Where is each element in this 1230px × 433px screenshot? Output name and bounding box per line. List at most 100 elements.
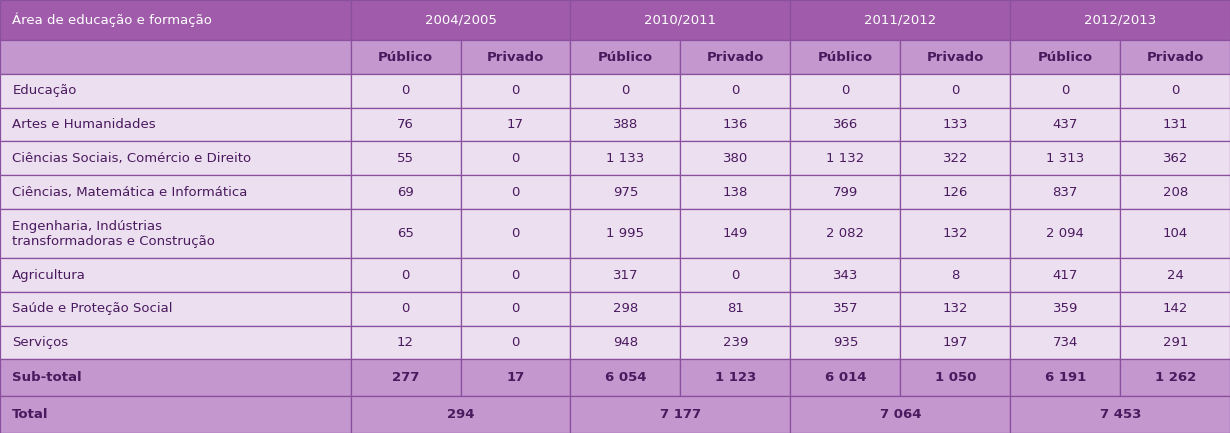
Text: Privado: Privado	[487, 51, 544, 64]
Bar	[460, 142, 571, 175]
Bar	[791, 74, 900, 108]
Text: 17: 17	[507, 371, 525, 384]
Bar	[1010, 108, 1121, 142]
Text: 357: 357	[833, 302, 859, 315]
Text: Sub-total: Sub-total	[12, 371, 82, 384]
Text: Saúde e Proteção Social: Saúde e Proteção Social	[12, 302, 172, 315]
Bar	[791, 40, 900, 74]
Bar	[900, 74, 1010, 108]
Bar	[351, 258, 460, 292]
Bar	[1010, 142, 1121, 175]
Bar	[460, 359, 571, 396]
Text: 7 177: 7 177	[659, 408, 701, 421]
Text: 0: 0	[1171, 84, 1180, 97]
Bar	[680, 74, 791, 108]
Bar	[791, 142, 900, 175]
Bar	[1121, 292, 1230, 326]
Bar	[791, 175, 900, 209]
Text: 24: 24	[1167, 268, 1183, 281]
Bar	[1121, 359, 1230, 396]
Bar	[680, 359, 791, 396]
Bar	[900, 292, 1010, 326]
Bar	[0, 108, 351, 142]
Bar	[680, 258, 791, 292]
Bar	[0, 0, 351, 40]
Text: 0: 0	[512, 185, 520, 198]
Bar	[0, 40, 351, 74]
Bar	[1010, 292, 1121, 326]
Bar	[1010, 0, 1230, 40]
Bar	[460, 40, 571, 74]
Bar	[791, 108, 900, 142]
Text: 0: 0	[512, 336, 520, 349]
Text: 388: 388	[613, 118, 638, 131]
Bar	[1121, 209, 1230, 258]
Text: 0: 0	[1061, 84, 1070, 97]
Bar	[791, 326, 900, 359]
Text: 0: 0	[731, 268, 739, 281]
Bar	[0, 74, 351, 108]
Text: Área de educação e formação: Área de educação e formação	[12, 13, 213, 27]
Text: Privado: Privado	[1146, 51, 1204, 64]
Text: 1 132: 1 132	[827, 152, 865, 165]
Text: Ciências Sociais, Comércio e Direito: Ciências Sociais, Comércio e Direito	[12, 152, 251, 165]
Text: 2 082: 2 082	[827, 227, 865, 240]
Text: 0: 0	[512, 84, 520, 97]
Bar	[680, 209, 791, 258]
Text: 2011/2012: 2011/2012	[865, 14, 936, 27]
Bar	[1121, 74, 1230, 108]
Bar	[0, 175, 351, 209]
Bar	[1010, 209, 1121, 258]
Text: Público: Público	[598, 51, 653, 64]
Bar	[0, 142, 351, 175]
Text: Artes e Humanidades: Artes e Humanidades	[12, 118, 156, 131]
Text: 0: 0	[512, 227, 520, 240]
Text: 298: 298	[613, 302, 638, 315]
Bar	[1010, 258, 1121, 292]
Text: 149: 149	[723, 227, 748, 240]
Text: 380: 380	[723, 152, 748, 165]
Text: 104: 104	[1162, 227, 1188, 240]
Text: 131: 131	[1162, 118, 1188, 131]
Bar	[0, 396, 351, 433]
Bar	[351, 175, 460, 209]
Text: 1 262: 1 262	[1155, 371, 1196, 384]
Text: 0: 0	[731, 84, 739, 97]
Text: 417: 417	[1053, 268, 1077, 281]
Text: 197: 197	[942, 336, 968, 349]
Bar	[791, 359, 900, 396]
Bar	[0, 209, 351, 258]
Text: Engenharia, Indústrias
transformadoras e Construção: Engenharia, Indústrias transformadoras e…	[12, 220, 215, 248]
Text: 0: 0	[621, 84, 630, 97]
Text: 0: 0	[512, 302, 520, 315]
Text: 0: 0	[841, 84, 850, 97]
Bar	[351, 209, 460, 258]
Bar	[900, 40, 1010, 74]
Text: 239: 239	[723, 336, 748, 349]
Bar	[900, 359, 1010, 396]
Bar	[680, 40, 791, 74]
Bar	[1121, 175, 1230, 209]
Text: 837: 837	[1053, 185, 1077, 198]
Text: Total: Total	[12, 408, 49, 421]
Bar	[351, 396, 571, 433]
Bar	[0, 326, 351, 359]
Bar	[0, 292, 351, 326]
Text: 132: 132	[942, 227, 968, 240]
Text: Ciências, Matemática e Informática: Ciências, Matemática e Informática	[12, 185, 247, 198]
Text: 935: 935	[833, 336, 859, 349]
Bar	[571, 74, 680, 108]
Text: 437: 437	[1053, 118, 1077, 131]
Text: 142: 142	[1162, 302, 1188, 315]
Bar	[1010, 40, 1121, 74]
Text: 0: 0	[512, 268, 520, 281]
Text: 0: 0	[951, 84, 959, 97]
Text: 138: 138	[723, 185, 748, 198]
Text: 17: 17	[507, 118, 524, 131]
Bar	[1121, 142, 1230, 175]
Bar	[460, 209, 571, 258]
Text: 362: 362	[1162, 152, 1188, 165]
Bar	[680, 142, 791, 175]
Bar	[900, 175, 1010, 209]
Text: 2010/2011: 2010/2011	[645, 14, 717, 27]
